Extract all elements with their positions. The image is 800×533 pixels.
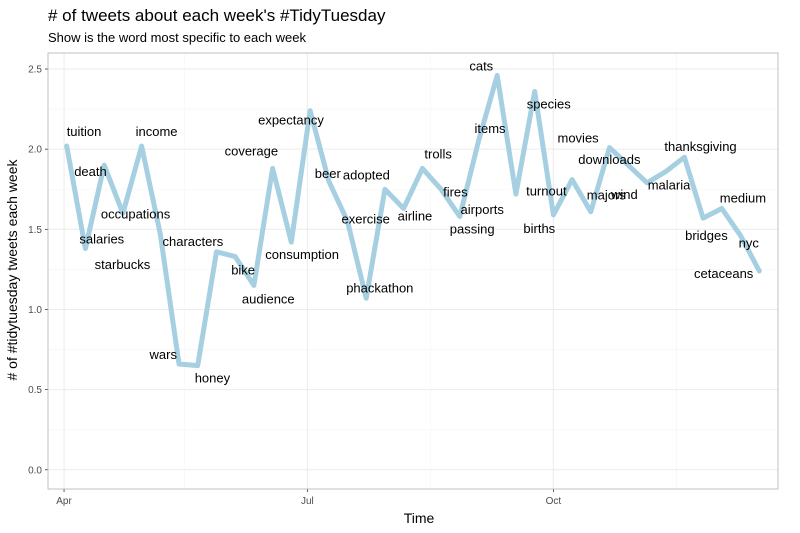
point-label-coverage: coverage	[225, 143, 278, 158]
point-label-audience: audience	[242, 291, 295, 306]
point-label-honey: honey	[195, 371, 231, 386]
x-tick-label: Oct	[546, 496, 562, 507]
point-label-adopted: adopted	[343, 167, 390, 182]
point-label-consumption: consumption	[265, 247, 339, 262]
point-label-beer: beer	[315, 166, 342, 181]
series-line	[64, 72, 762, 369]
chart-title: # of tweets about each week's #TidyTuesd…	[48, 6, 386, 25]
panel-border	[47, 52, 779, 490]
point-label-items: items	[475, 121, 507, 136]
point-label-passing: passing	[450, 222, 495, 237]
point-label-income: income	[136, 124, 178, 139]
point-label-species: species	[527, 97, 572, 112]
point-label-wind: wind	[610, 187, 638, 202]
plot-panel: 0.0 0.5 1.0 1.5 2.0 2.5 Apr Jul Oct tuition salari…	[28, 52, 779, 507]
point-label-characters: characters	[163, 234, 224, 249]
point-label-malaria: malaria	[648, 178, 691, 193]
point-label-nyc: nyc	[739, 236, 760, 251]
y-tick-label: 1.0	[28, 305, 42, 316]
point-label-turnout: turnout	[526, 184, 567, 199]
point-label-tuition: tuition	[67, 124, 102, 139]
point-label-salaries: salaries	[79, 232, 124, 247]
y-axis-title: # of #tidytuesday tweets each week	[4, 158, 20, 380]
point-label-phackathon: phackathon	[346, 280, 413, 295]
point-label-downloads: downloads	[578, 152, 641, 167]
point-label-trolls: trolls	[424, 146, 452, 161]
y-tick-label: 0.5	[28, 385, 42, 396]
point-label-bike: bike	[231, 263, 255, 278]
point-label-cetaceans: cetaceans	[694, 266, 754, 281]
point-label-bridges: bridges	[685, 228, 728, 243]
point-label-exercise: exercise	[342, 211, 390, 226]
x-tick-label: Jul	[301, 496, 314, 507]
point-label-births: births	[523, 221, 555, 236]
point-label-occupations: occupations	[101, 206, 171, 221]
point-label-medium: medium	[720, 191, 766, 206]
point-label-fires: fires	[443, 184, 468, 199]
point-label-cats: cats	[469, 58, 493, 73]
point-label-airline: airline	[398, 209, 433, 224]
y-tick-label: 2.0	[28, 145, 42, 156]
y-tick-label: 2.5	[28, 65, 42, 76]
point-label-thanksgiving: thanksgiving	[664, 139, 736, 154]
x-tick-label: Apr	[56, 496, 72, 507]
point-label-expectancy: expectancy	[258, 113, 324, 128]
y-tick-label: 1.5	[28, 225, 42, 236]
x-axis-title: Time	[404, 510, 435, 526]
point-label-starbucks: starbucks	[95, 257, 151, 272]
point-label-airports: airports	[461, 202, 505, 217]
point-label-majors: majors	[587, 188, 627, 203]
chart-subtitle: Show is the word most specific to each w…	[48, 30, 306, 45]
y-tick-label: 0.0	[28, 465, 42, 476]
point-label-death: death	[74, 164, 107, 179]
point-label-movies: movies	[558, 131, 600, 146]
point-label-wars: wars	[149, 347, 178, 362]
